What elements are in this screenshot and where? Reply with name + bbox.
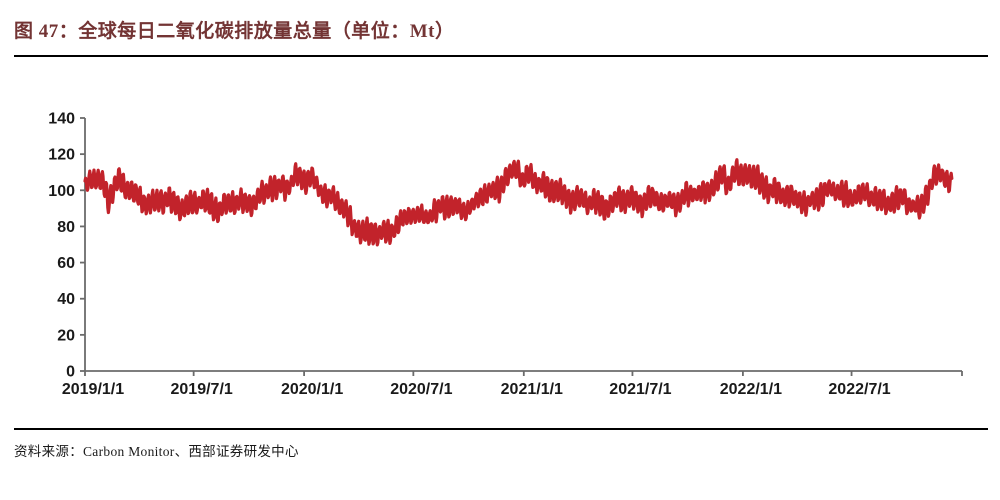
y-tick-label: 140 (48, 111, 75, 128)
y-tick-label: 120 (48, 147, 75, 164)
y-tick-label: 60 (57, 255, 75, 272)
y-tick-label: 0 (66, 364, 75, 381)
source-text: 资料来源：Carbon Monitor、西部证券研发中心 (14, 444, 299, 459)
x-tick-label: 2021/1/1 (501, 381, 563, 398)
x-tick-label: 2022/7/1 (828, 381, 890, 398)
y-tick-label: 20 (57, 327, 75, 344)
x-tick-label: 2020/7/1 (390, 381, 452, 398)
x-tick-label: 2019/7/1 (171, 381, 233, 398)
x-tick-label: 2020/1/1 (281, 381, 343, 398)
figure-title: 图 47：全球每日二氧化碳排放量总量（单位：Mt） (14, 21, 455, 42)
x-tick-label: 2021/7/1 (609, 381, 671, 398)
daily-emissions-line (83, 158, 954, 247)
x-tick-label: 2019/1/1 (62, 381, 124, 398)
x-tick-label: 2022/1/1 (720, 381, 782, 398)
x-axis: 2019/1/1 2019/7/1 2020/1/1 2020/7/1 2021/1/1… (62, 370, 963, 398)
y-tick-label: 80 (57, 219, 75, 236)
title-divider-rule (14, 55, 988, 58)
y-axis: 0 20 40 60 80 100 120 140 (48, 111, 86, 381)
y-tick-label: 100 (48, 183, 75, 200)
source-divider-rule (14, 428, 988, 431)
y-tick-label: 40 (57, 291, 75, 308)
